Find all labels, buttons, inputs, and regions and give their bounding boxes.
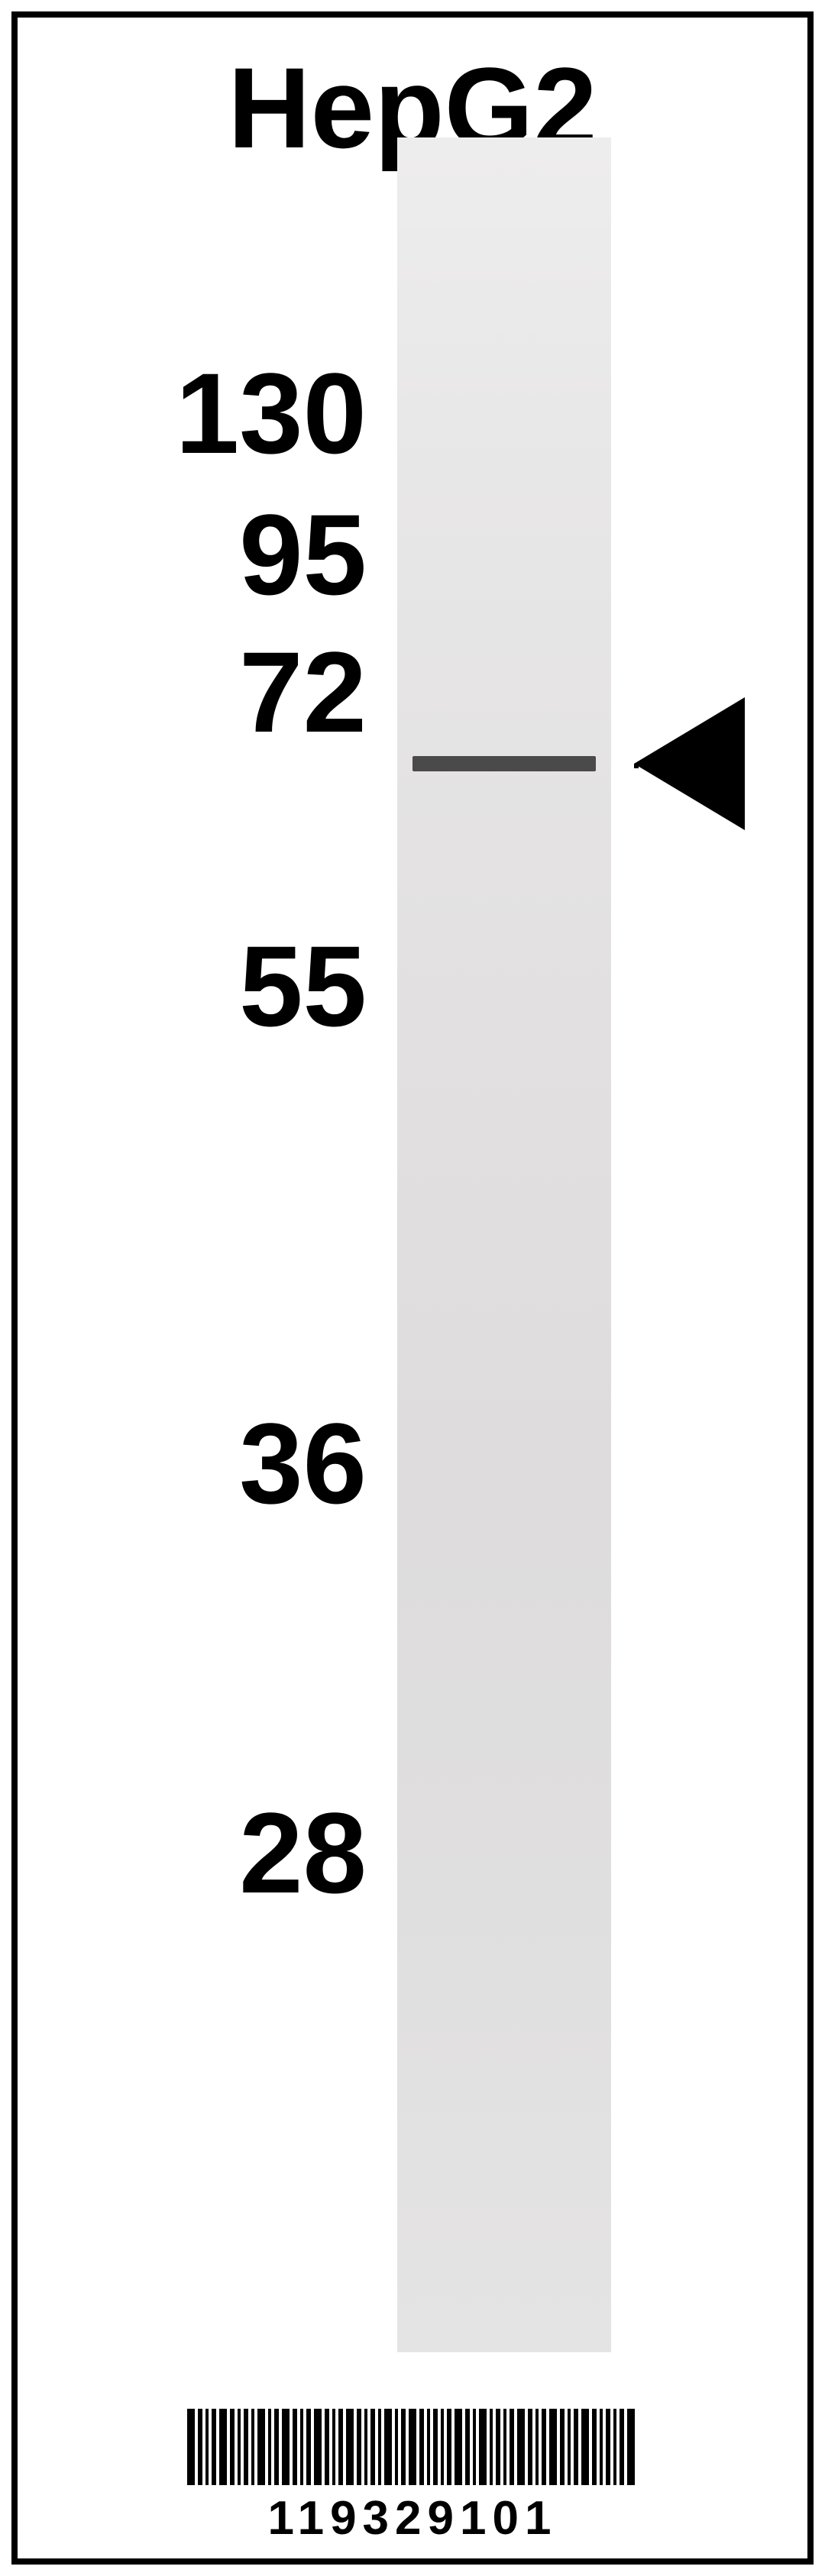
- barcode-text: 119329101: [187, 2491, 638, 2545]
- band-0: [412, 756, 596, 771]
- mw-marker-72: 72: [76, 626, 367, 758]
- blot-lane: [397, 137, 611, 2352]
- mw-marker-55: 55: [76, 920, 367, 1052]
- mw-marker-36: 36: [76, 1398, 367, 1530]
- band-arrow: [634, 697, 745, 830]
- barcode-container: 119329101: [187, 2409, 638, 2545]
- barcode: [187, 2409, 638, 2485]
- mw-marker-95: 95: [76, 489, 367, 621]
- mw-marker-130: 130: [76, 347, 367, 480]
- mw-marker-28: 28: [76, 1787, 367, 1919]
